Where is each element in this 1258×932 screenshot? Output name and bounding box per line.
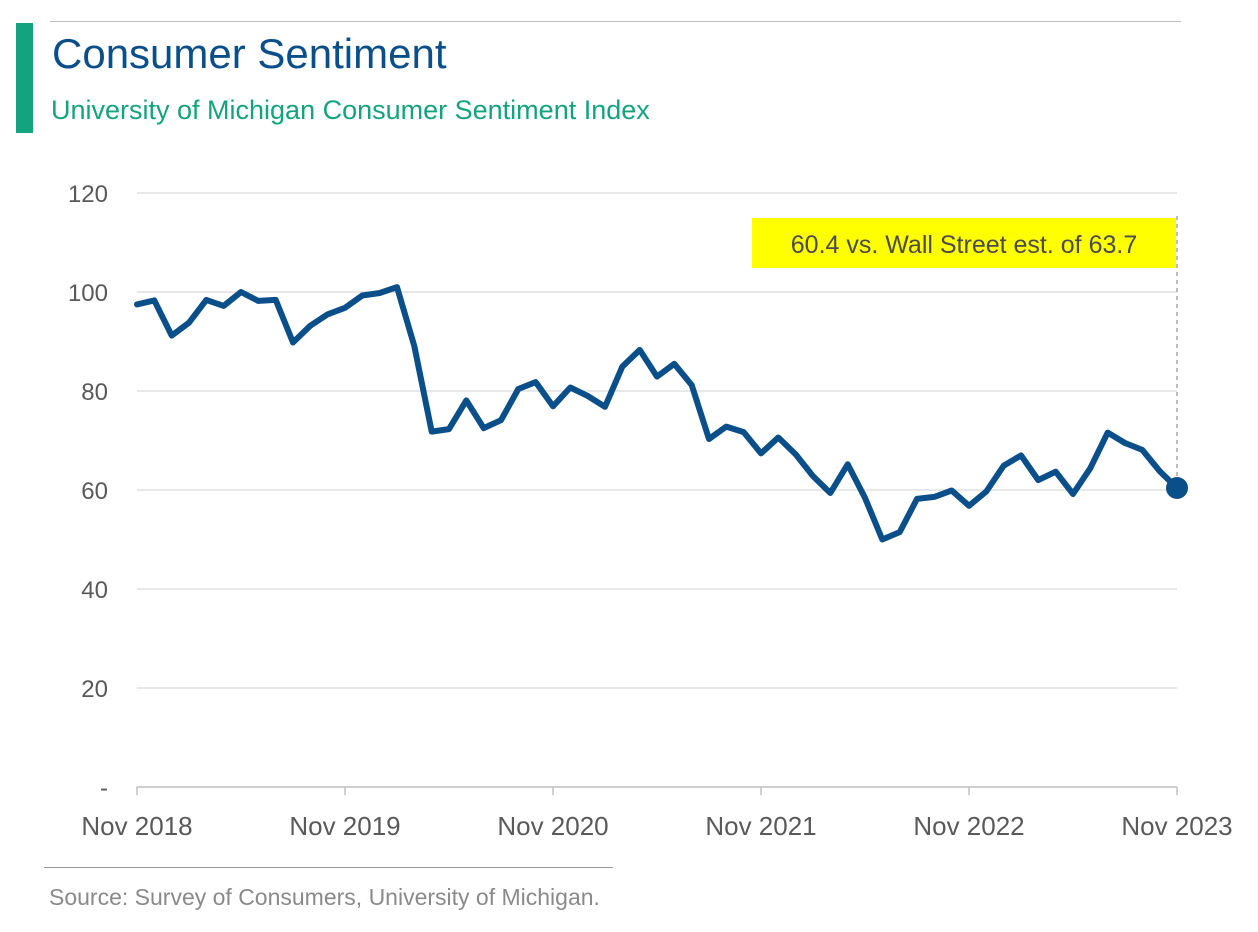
x-tick-label: Nov 2023 — [1121, 811, 1232, 841]
gridlines — [137, 192, 1177, 689]
x-tick-label: Nov 2022 — [913, 811, 1024, 841]
annotation-label: 60.4 vs. Wall Street est. of 63.7 — [791, 231, 1137, 259]
x-tick-label: Nov 2021 — [705, 811, 816, 841]
y-axis: - 20 40 60 80 100 120 — [68, 181, 108, 802]
y-tick-label: 60 — [81, 478, 108, 505]
y-tick-label: 80 — [81, 379, 108, 406]
y-tick-label: 100 — [68, 280, 108, 307]
x-tick-label: Nov 2020 — [497, 811, 608, 841]
chart-title: Consumer Sentiment — [52, 30, 447, 77]
annotation-box — [752, 218, 1176, 268]
x-tick-label: Nov 2019 — [289, 811, 400, 841]
series-line — [134, 284, 1180, 543]
y-tick-label: 40 — [81, 577, 108, 604]
y-tick-label: - — [100, 775, 108, 802]
chart-subtitle: University of Michigan Consumer Sentimen… — [51, 95, 650, 125]
last-point-marker — [1166, 477, 1188, 500]
series-line-group — [134, 284, 1180, 543]
x-axis — [136, 786, 1178, 795]
y-tick-label: 120 — [68, 181, 108, 208]
x-tick-label: Nov 2018 — [81, 811, 192, 841]
top-rule — [50, 21, 1181, 22]
y-tick-label: 20 — [81, 676, 108, 703]
accent-bar — [16, 23, 33, 133]
x-axis-labels: Nov 2018 Nov 2019 Nov 2020 Nov 2021 Nov 2022… — [81, 811, 1232, 841]
source-note: Source: Survey of Consumers, University … — [49, 884, 600, 910]
footer-rule — [44, 867, 613, 868]
annotation: 60.4 vs. Wall Street est. of 63.7 — [752, 216, 1188, 500]
